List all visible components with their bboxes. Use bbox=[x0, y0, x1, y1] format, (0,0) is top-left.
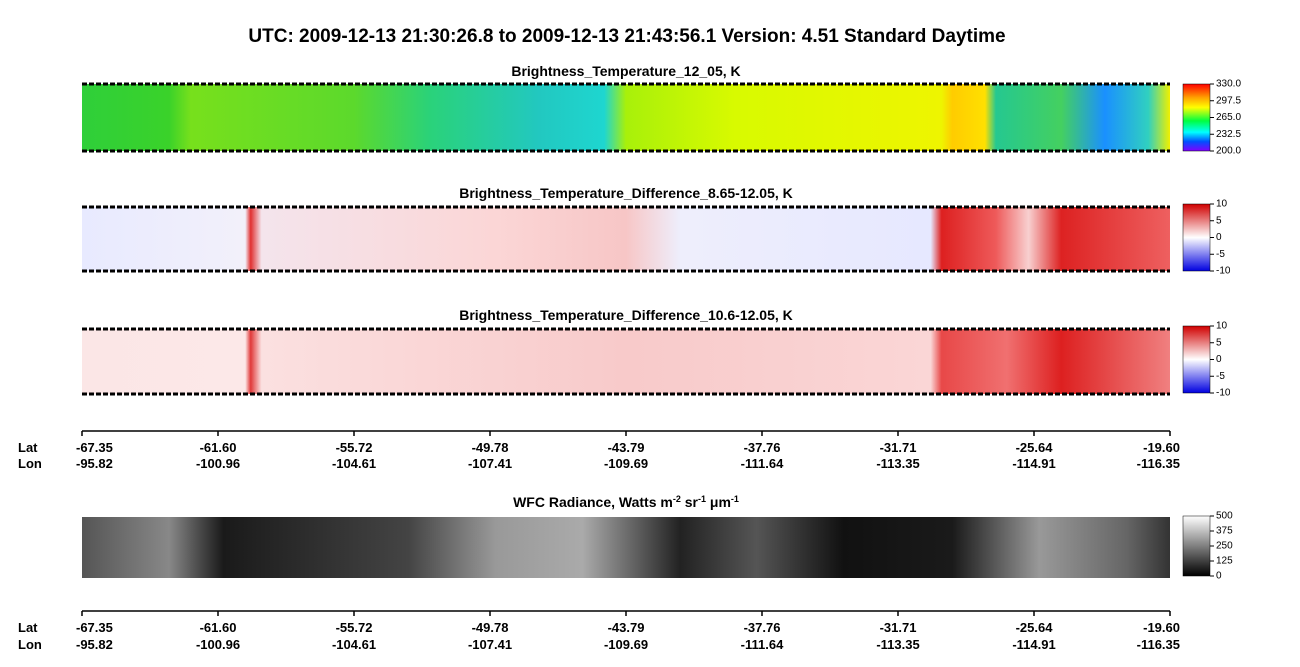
figure-title: UTC: 2009-12-13 21:30:26.8 to 2009-12-13… bbox=[248, 26, 1005, 47]
lon-label: -109.69 bbox=[604, 637, 648, 652]
colorbar-label: 250 bbox=[1216, 541, 1233, 552]
title-part: WFC Radiance, Watts m bbox=[513, 494, 673, 510]
panel-title: WFC Radiance, Watts m-2 sr-1 μm-1 bbox=[513, 494, 739, 510]
panel-title: Brightness_Temperature_12_05, K bbox=[511, 63, 740, 79]
title-part: sr bbox=[681, 494, 699, 510]
panel-title: Brightness_Temperature_Difference_8.65-1… bbox=[459, 185, 793, 201]
lat-label: -43.79 bbox=[608, 620, 645, 635]
lon-label: -107.41 bbox=[468, 637, 512, 652]
lat-label: -61.60 bbox=[200, 620, 237, 635]
lat-label: -25.64 bbox=[1016, 440, 1054, 455]
lat-label: -43.79 bbox=[608, 440, 645, 455]
lat-label: -25.64 bbox=[1016, 620, 1054, 635]
image-strip bbox=[82, 517, 1170, 578]
lat-label: -49.78 bbox=[472, 440, 509, 455]
colorbar-label: 10 bbox=[1216, 199, 1228, 210]
colorbar-label: 0 bbox=[1216, 232, 1222, 243]
lon-label: -104.61 bbox=[332, 637, 376, 652]
lon-label: -111.64 bbox=[741, 456, 784, 471]
colorbar-label: 0 bbox=[1216, 354, 1222, 365]
lon-label: -100.96 bbox=[196, 456, 240, 471]
title-part: μm bbox=[706, 494, 731, 510]
lat-label: -19.60 bbox=[1143, 440, 1180, 455]
colorbar bbox=[1182, 325, 1211, 394]
lon-label: -111.64 bbox=[741, 637, 784, 652]
lon-label: -113.35 bbox=[876, 456, 919, 471]
colorbar-label: -5 bbox=[1216, 371, 1225, 382]
lon-label: -109.69 bbox=[604, 456, 648, 471]
lon-label: -95.82 bbox=[76, 637, 113, 652]
lon-label: -114.91 bbox=[1012, 637, 1055, 652]
lat-label: -19.60 bbox=[1143, 620, 1180, 635]
colorbar-label: 0 bbox=[1216, 571, 1222, 582]
axis-label: Lat bbox=[18, 620, 38, 635]
lon-label: -113.35 bbox=[876, 637, 919, 652]
lat-label: -55.72 bbox=[336, 440, 373, 455]
lat-label: -37.76 bbox=[744, 440, 781, 455]
axis-label: Lon bbox=[18, 456, 42, 471]
colorbar-label: 5 bbox=[1216, 215, 1222, 226]
lat-label: -37.76 bbox=[744, 620, 781, 635]
colorbar-label: 232.5 bbox=[1216, 129, 1241, 140]
lat-label: -55.72 bbox=[336, 620, 373, 635]
colorbar-label: -5 bbox=[1216, 249, 1225, 260]
lon-label: -116.35 bbox=[1137, 637, 1180, 652]
lat-label: -31.71 bbox=[880, 620, 917, 635]
colorbar-label: 10 bbox=[1216, 321, 1228, 332]
lon-label: -104.61 bbox=[332, 456, 376, 471]
title-sup: -1 bbox=[698, 494, 706, 504]
axis-label: Lat bbox=[18, 440, 38, 455]
lon-label: -95.82 bbox=[76, 456, 113, 471]
title-sup: -1 bbox=[731, 494, 739, 504]
lon-label: -116.35 bbox=[1137, 456, 1180, 471]
colorbar-label: 5 bbox=[1216, 337, 1222, 348]
colorbar-label: 375 bbox=[1216, 526, 1233, 537]
image-strip bbox=[82, 329, 1170, 394]
colorbar-label: 297.5 bbox=[1216, 95, 1241, 106]
colorbar-label: -10 bbox=[1216, 388, 1231, 399]
axis-label: Lon bbox=[18, 637, 42, 652]
colorbar-label: 330.0 bbox=[1216, 79, 1241, 90]
lat-label: -31.71 bbox=[880, 440, 917, 455]
image-strip bbox=[82, 207, 1170, 271]
panel-title: Brightness_Temperature_Difference_10.6-1… bbox=[459, 307, 793, 323]
lon-label: -114.91 bbox=[1012, 456, 1055, 471]
colorbar bbox=[1182, 83, 1211, 152]
colorbar-label: 125 bbox=[1216, 556, 1233, 567]
lat-label: -67.35 bbox=[76, 620, 113, 635]
lon-label: -100.96 bbox=[196, 637, 240, 652]
colorbar bbox=[1182, 515, 1211, 577]
lat-label: -49.78 bbox=[472, 620, 509, 635]
lon-label: -107.41 bbox=[468, 456, 512, 471]
lat-label: -61.60 bbox=[200, 440, 237, 455]
colorbar-label: 500 bbox=[1216, 511, 1233, 522]
lat-label: -67.35 bbox=[76, 440, 113, 455]
colorbar-label: 265.0 bbox=[1216, 112, 1241, 123]
title-sup: -2 bbox=[673, 494, 681, 504]
colorbar-label: -10 bbox=[1216, 266, 1231, 277]
colorbar bbox=[1182, 203, 1211, 272]
image-strip bbox=[82, 84, 1170, 151]
colorbar-label: 200.0 bbox=[1216, 146, 1241, 157]
